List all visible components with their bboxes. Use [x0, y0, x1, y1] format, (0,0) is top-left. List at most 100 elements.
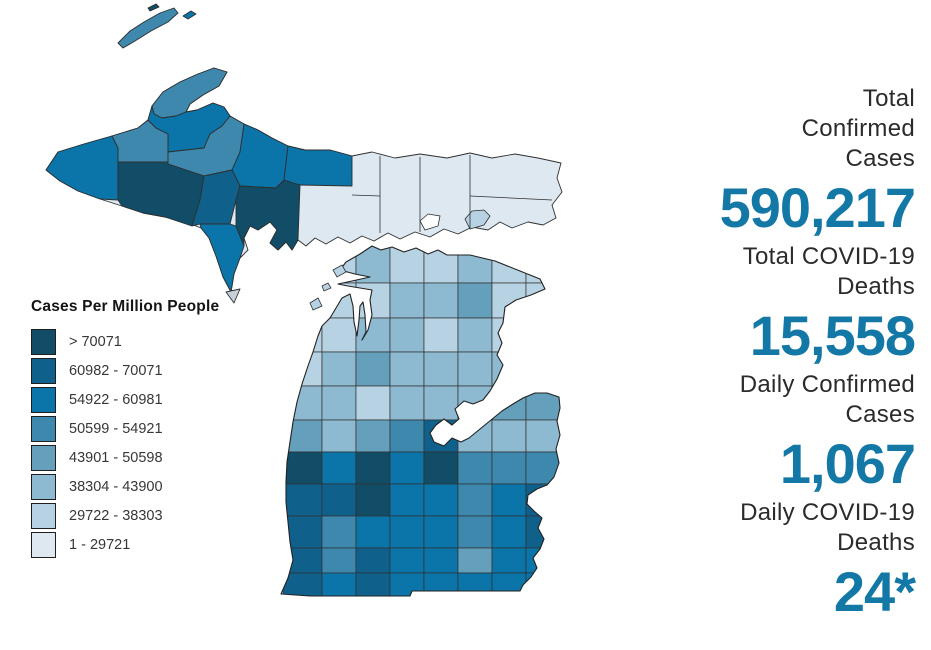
- county-cell[interactable]: [355, 385, 391, 421]
- manitou-island[interactable]: [309, 297, 323, 311]
- delta[interactable]: [235, 179, 301, 251]
- county-cell[interactable]: [423, 515, 459, 549]
- county-cell[interactable]: [525, 246, 563, 284]
- legend-item[interactable]: 29722 - 38303: [31, 503, 219, 529]
- county-cell[interactable]: [355, 246, 391, 284]
- county-cell[interactable]: [355, 451, 391, 485]
- county-cell[interactable]: [525, 547, 563, 574]
- county-cell[interactable]: [457, 419, 493, 453]
- county-cell[interactable]: [491, 572, 527, 598]
- county-cell[interactable]: [525, 317, 563, 353]
- stat-value-total-confirmed-cases: 590,217: [719, 176, 916, 239]
- beaver-island[interactable]: [332, 264, 347, 278]
- legend-item[interactable]: > 70071: [31, 329, 219, 355]
- county-cell[interactable]: [355, 515, 391, 549]
- county-cell[interactable]: [282, 385, 323, 421]
- county-cell[interactable]: [282, 451, 323, 485]
- county-cell[interactable]: [457, 351, 493, 387]
- county-cell[interactable]: [491, 547, 527, 574]
- legend-item[interactable]: 54922 - 60981: [31, 387, 219, 413]
- county-cell[interactable]: [389, 282, 425, 319]
- alger[interactable]: [283, 145, 353, 187]
- county-cell[interactable]: [491, 419, 527, 453]
- county-cell[interactable]: [491, 351, 527, 387]
- county-cell[interactable]: [321, 419, 357, 453]
- menominee[interactable]: [199, 223, 245, 293]
- county-cell[interactable]: [389, 317, 425, 353]
- county-cell[interactable]: [355, 351, 391, 387]
- iron[interactable]: [117, 161, 205, 227]
- county-cell[interactable]: [321, 483, 357, 517]
- county-cell[interactable]: [457, 282, 493, 319]
- county-cell[interactable]: [423, 572, 459, 598]
- county-cell[interactable]: [457, 317, 493, 353]
- county-cell[interactable]: [457, 246, 493, 284]
- county-cell[interactable]: [321, 246, 357, 284]
- county-cell[interactable]: [321, 385, 357, 421]
- county-cell[interactable]: [423, 451, 459, 485]
- county-cell[interactable]: [389, 515, 425, 549]
- county-cell[interactable]: [457, 547, 493, 574]
- county-cell[interactable]: [525, 419, 563, 453]
- county-cell[interactable]: [321, 547, 357, 574]
- county-cell[interactable]: [457, 515, 493, 549]
- county-cell[interactable]: [491, 483, 527, 517]
- michigan-map-svg[interactable]: [0, 0, 625, 645]
- county-cell[interactable]: [423, 351, 459, 387]
- legend-item[interactable]: 60982 - 70071: [31, 358, 219, 384]
- county-cell[interactable]: [423, 282, 459, 319]
- county-cell[interactable]: [389, 483, 425, 517]
- county-cell[interactable]: [457, 572, 493, 598]
- county-cell[interactable]: [491, 515, 527, 549]
- michigan-choropleth-map[interactable]: [0, 0, 625, 645]
- county-cell[interactable]: [389, 547, 425, 574]
- county-cell[interactable]: [457, 451, 493, 485]
- county-cell[interactable]: [389, 451, 425, 485]
- isle-royale-islet[interactable]: [182, 10, 197, 20]
- county-cell[interactable]: [491, 282, 527, 319]
- county-cell[interactable]: [389, 246, 425, 284]
- county-cell[interactable]: [321, 351, 357, 387]
- county-cell[interactable]: [282, 483, 323, 517]
- map-pointer[interactable]: [225, 288, 241, 304]
- legend-item[interactable]: 38304 - 43900: [31, 474, 219, 500]
- county-cell[interactable]: [355, 483, 391, 517]
- bois-blanc-west[interactable]: [419, 213, 441, 231]
- isle-royale[interactable]: [117, 7, 179, 49]
- county-cell[interactable]: [423, 385, 459, 421]
- county-cell[interactable]: [355, 317, 391, 353]
- legend-item[interactable]: 43901 - 50598: [31, 445, 219, 471]
- county-cell[interactable]: [389, 385, 425, 421]
- county-cell[interactable]: [321, 317, 357, 353]
- county-cell[interactable]: [355, 547, 391, 574]
- county-cell[interactable]: [355, 419, 391, 453]
- county-cell[interactable]: [491, 246, 527, 284]
- county-cell[interactable]: [282, 317, 323, 353]
- county-cell[interactable]: [282, 246, 323, 284]
- county-cell[interactable]: [389, 419, 425, 453]
- county-cell[interactable]: [457, 483, 493, 517]
- county-cell[interactable]: [525, 483, 563, 517]
- county-cell[interactable]: [423, 483, 459, 517]
- legend-item[interactable]: 50599 - 54921: [31, 416, 219, 442]
- fox-island[interactable]: [321, 282, 332, 292]
- county-cell[interactable]: [389, 351, 425, 387]
- houghton[interactable]: [147, 102, 231, 153]
- isle-royale-speck[interactable]: [147, 3, 160, 12]
- county-cell[interactable]: [423, 547, 459, 574]
- county-cell[interactable]: [282, 547, 323, 574]
- county-cell[interactable]: [321, 572, 357, 598]
- county-cell[interactable]: [525, 351, 563, 387]
- county-cell[interactable]: [525, 385, 563, 421]
- legend-item[interactable]: 1 - 29721: [31, 532, 219, 558]
- county-cell[interactable]: [525, 515, 563, 549]
- gogebic[interactable]: [45, 135, 119, 201]
- county-cell[interactable]: [355, 572, 391, 598]
- county-cell[interactable]: [321, 515, 357, 549]
- county-cell[interactable]: [491, 451, 527, 485]
- county-cell[interactable]: [491, 317, 527, 353]
- legend-swatch: [31, 474, 56, 500]
- county-cell[interactable]: [321, 451, 357, 485]
- county-cell[interactable]: [423, 317, 459, 353]
- county-cell[interactable]: [389, 572, 425, 598]
